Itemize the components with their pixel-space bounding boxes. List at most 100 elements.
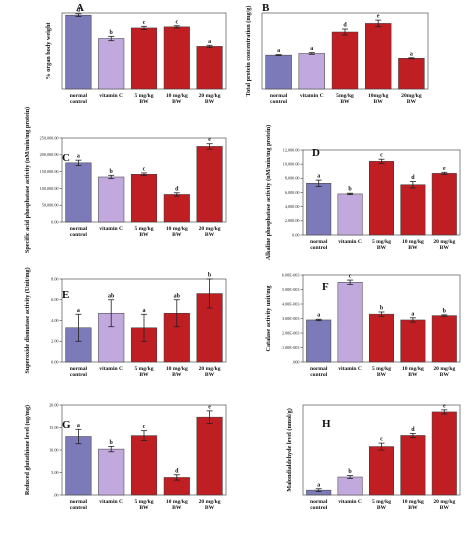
significance-letter: c — [349, 274, 352, 280]
category-label: BW — [340, 99, 350, 105]
category-label: BW — [374, 99, 384, 105]
y-tick-label: 8,000.00 — [285, 176, 300, 182]
y-tick-label: 3.00E-003 — [282, 316, 300, 321]
bar — [196, 416, 223, 496]
chart-panel-h: Malondialdehyde level (nmol/g) a normalcon… — [286, 403, 461, 511]
y-tick-label: 4,000.00 — [285, 204, 300, 210]
y-axis-label: Catalase activity unit/mg — [265, 285, 272, 352]
category-label: 20 mg/kg — [433, 239, 455, 245]
y-tick-label: 10,000.00 — [283, 162, 300, 168]
significance-letter: c — [143, 20, 146, 26]
panel-label-d: D — [312, 147, 320, 159]
category-label: BW — [172, 232, 182, 238]
category-label: control — [310, 245, 327, 251]
bar — [306, 319, 332, 363]
category-label: BW — [205, 232, 215, 238]
category-label: BW — [377, 245, 387, 251]
y-tick-label: 6,000.00 — [285, 190, 300, 196]
category-label: 10 mg/kg — [166, 499, 188, 505]
category-label: normal — [70, 226, 88, 232]
significance-letter: e — [208, 404, 211, 410]
category-label: 10mg/kg — [368, 93, 389, 99]
category-label: BW — [408, 245, 418, 251]
significance-letter: a — [77, 154, 80, 160]
chart-panel-f: .000 .1.00E-003 2.00E-003 3.00E-003 4.00E-00… — [265, 272, 461, 378]
significance-letter: d — [343, 23, 347, 29]
y-tick-label: 5.00E-003 — [282, 287, 300, 292]
y-axis-label: Specific acid phosphatase activity (nM/m… — [24, 107, 31, 253]
category-label: vitamin C — [99, 226, 123, 232]
category-label: control — [270, 99, 287, 105]
bar — [65, 436, 92, 496]
bar — [369, 313, 394, 363]
category-label: BW — [440, 505, 450, 511]
category-label: 20 mg/kg — [433, 366, 455, 372]
bar — [331, 31, 359, 90]
panel-label-a: A — [76, 2, 84, 14]
category-label: 5 mg/kg — [372, 366, 391, 372]
significance-letter: b — [348, 469, 352, 475]
significance-letter: b — [110, 30, 114, 36]
category-label: control — [310, 505, 327, 511]
category-label: BW — [172, 372, 182, 378]
bar — [369, 161, 394, 236]
y-tick-label: 5.00 — [51, 470, 58, 475]
y-axis-label: Superoxide dismutase activity (Unit/mg) — [24, 267, 31, 373]
category-label: BW — [205, 505, 215, 511]
category-label: control — [70, 99, 87, 105]
significance-letter: a — [317, 482, 320, 488]
category-label: BW — [172, 505, 182, 511]
bar — [65, 14, 92, 90]
significance-letter: ab — [174, 293, 181, 299]
y-tick-label: 2.00E-003 — [282, 330, 300, 335]
bar — [400, 319, 426, 363]
y-tick-label: 20.00 — [49, 402, 58, 407]
category-label: control — [70, 505, 87, 511]
panel-label-h: H — [322, 418, 331, 430]
significance-letter: a — [143, 308, 146, 314]
category-label: 10 mg/kg — [166, 93, 188, 99]
category-label: 20mg/kg — [401, 93, 422, 99]
y-tick-label: 4.00 — [51, 318, 58, 323]
category-label: BW — [377, 372, 387, 378]
y-tick-label: 10.00 — [49, 447, 58, 452]
bar — [196, 146, 223, 223]
bar — [337, 193, 363, 236]
category-label: normal — [310, 239, 328, 245]
chart-panel-d: 0.00 2,000.00 4,000.00 6,000.00 8,000.00 10,0… — [265, 125, 461, 260]
y-axis-label: Reduced glutathione level (ug/mg) — [24, 405, 31, 495]
category-label: BW — [205, 99, 215, 105]
category-label: normal — [70, 93, 88, 99]
category-label: normal — [70, 366, 88, 372]
y-tick-label: 2,000.00 — [285, 218, 300, 224]
bar — [98, 176, 125, 223]
panel-label-b: B — [262, 2, 270, 14]
bar — [98, 448, 125, 496]
significance-letter: e — [443, 403, 446, 409]
bar — [365, 23, 392, 90]
significance-letter: d — [175, 468, 179, 474]
y-tick-label: 100,000.00 — [40, 186, 59, 192]
y-tick-label: 50,000.00 — [42, 203, 59, 209]
category-label: BW — [440, 245, 450, 251]
bar — [431, 173, 457, 236]
category-label: 10 mg/kg — [402, 239, 424, 245]
significance-letter: a — [77, 423, 80, 429]
chart-panel-b: Total protein concentration (mg/g) a norma… — [245, 2, 429, 105]
category-label: 5 mg/kg — [134, 226, 153, 232]
category-label: vitamin C — [338, 499, 362, 505]
significance-letter: b — [110, 169, 114, 175]
category-label: normal — [310, 499, 328, 505]
category-label: normal — [270, 93, 288, 99]
chart-panel-g: .00 5.00 10.00 15.00 20.00 Reduced glutathion… — [24, 402, 227, 511]
significance-letter: c — [143, 166, 146, 172]
category-label: vitamin C — [338, 366, 362, 372]
category-label: 10 mg/kg — [402, 366, 424, 372]
category-label: 5 mg/kg — [134, 93, 153, 99]
category-label: control — [70, 372, 87, 378]
significance-letter: a — [410, 51, 413, 57]
category-label: BW — [139, 372, 149, 378]
bar — [337, 282, 363, 363]
bar — [306, 183, 332, 236]
bar — [400, 435, 426, 496]
